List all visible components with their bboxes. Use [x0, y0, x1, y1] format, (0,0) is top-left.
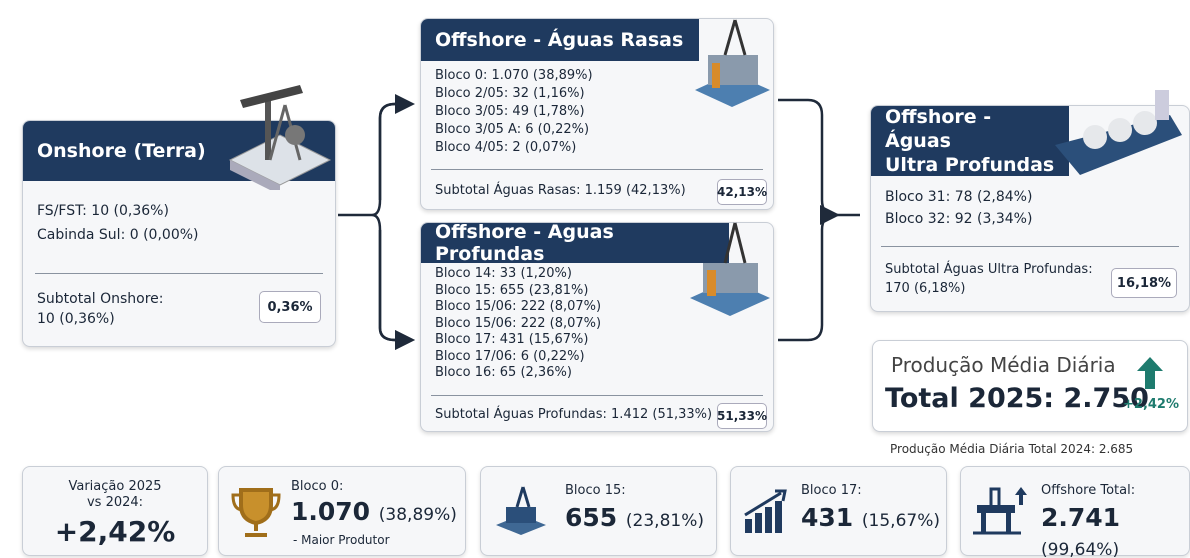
ship-icon	[1055, 90, 1182, 175]
list-item: Cabinda Sul: 0 (0,00%)	[37, 227, 199, 243]
deep-list: Bloco 14: 33 (1,20%) Bloco 15: 655 (23,81…	[421, 263, 773, 386]
ultra-badge: 16,18%	[1111, 268, 1177, 298]
kpi-value: 431	[801, 503, 854, 532]
deep-platform-icon	[690, 222, 770, 316]
platform-icon	[695, 19, 770, 107]
list-item: Bloco 15/06: 222 (8,07%)	[435, 299, 602, 314]
shallow-list: Bloco 0: 1.070 (38,89%) Bloco 2/05: 32 (1…	[421, 61, 773, 161]
title-line: Ultra Profundas	[885, 154, 1055, 176]
pumpjack-icon	[228, 85, 332, 190]
onshore-badge: 0,36%	[259, 291, 321, 323]
list-item: FS/FST: 10 (0,36%)	[37, 203, 169, 219]
kpi-note: - Maior Produtor	[293, 533, 390, 547]
trophy-icon	[231, 488, 281, 537]
list-item: Bloco 16: 65 (2,36%)	[435, 365, 572, 380]
list-item: Bloco 31: 78 (2,84%)	[885, 189, 1033, 205]
production-change: +2,42%	[1123, 397, 1179, 412]
kpi-label: Bloco 17:	[801, 483, 862, 498]
list-item: Bloco 15/06: 222 (8,07%)	[435, 315, 602, 331]
kpi-value: 2.741	[1041, 503, 1121, 532]
divider	[35, 273, 323, 274]
onshore-list: FS/FST: 10 (0,36%) Cabinda Sul: 0 (0,00%)	[23, 181, 335, 251]
kpi-pct: (23,81%)	[625, 511, 704, 531]
list-item: Bloco 0: 1.070 (38,89%)	[435, 68, 593, 83]
ultra-subtotal: Subtotal Águas Ultra Profundas: 170 (6,18…	[885, 260, 1093, 298]
kpi-card: Bloco 0: 1.070 (38,89%) - Maior Produtor	[218, 466, 466, 556]
subtotal-value: 170 (6,18%)	[885, 281, 966, 296]
growth-icon	[744, 489, 787, 533]
kpi-card: Bloco 17: 431 (15,67%)	[730, 466, 947, 556]
production-total: Total 2025: 2.750	[885, 383, 1149, 414]
onshore-subtotal: Subtotal Onshore: 10 (0,36%)	[37, 289, 164, 329]
shallow-badge: 42,13%	[717, 179, 767, 205]
deep-card: Offshore - Águas Profundas Bloco 14: 33 …	[420, 222, 774, 432]
list-item: Bloco 32: 92 (3,34%)	[885, 211, 1033, 227]
kpi-card: Bloco 15: 655 (23,81%)	[480, 466, 717, 556]
shallow-card: Offshore - Águas Rasas Bloco 0: 1.070 (3…	[420, 18, 774, 210]
subtotal-label: Subtotal Águas Ultra Profundas:	[885, 262, 1093, 277]
list-item: Bloco 2/05: 32 (1,16%)	[435, 86, 585, 101]
list-item: Bloco 14: 33 (1,20%)	[435, 266, 572, 281]
ultra-list: Bloco 31: 78 (2,84%) Bloco 32: 92 (3,34%)	[871, 176, 1189, 234]
list-item: Bloco 15: 655 (23,81%)	[435, 282, 589, 298]
list-item: Bloco 17: 431 (15,67%)	[435, 332, 589, 347]
shallow-title: Offshore - Águas Rasas	[421, 19, 699, 61]
deep-badge: 51,33%	[717, 403, 767, 429]
kpi-card: Offshore Total: 2.741 (99,64%)	[960, 466, 1190, 558]
production-note: Produção Média Diária Total 2024: 2.685	[890, 442, 1134, 456]
production-label: Produção Média Diária	[891, 353, 1116, 377]
kpi-value: +2,42%	[54, 515, 176, 548]
kpi-label: Bloco 15:	[565, 483, 626, 498]
kpi-pct: (15,67%)	[861, 511, 940, 531]
divider	[431, 169, 763, 170]
divider	[431, 395, 763, 396]
platform-icon	[496, 486, 546, 535]
kpi-label: Bloco 0:	[291, 479, 344, 494]
ultra-title: Offshore - Águas Ultra Profundas	[871, 106, 1069, 176]
deep-subtotal: Subtotal Águas Profundas: 1.412 (51,33%)	[435, 407, 713, 422]
kpi-label: Offshore Total:	[1041, 483, 1136, 498]
kpi-card: Variação 2025 vs 2024: +2,42%	[22, 466, 208, 556]
production-card: Produção Média Diária Total 2025: 2.750 …	[872, 340, 1188, 432]
list-item: Bloco 3/05: 49 (1,78%)	[435, 104, 585, 119]
kpi-value: 1.070	[291, 497, 371, 526]
kpi-label: Variação 2025	[68, 479, 162, 494]
list-item: Bloco 3/05 A: 6 (0,22%)	[435, 122, 590, 137]
subtotal-value: 10 (0,36%)	[37, 311, 115, 327]
kpi-pct: (38,89%)	[378, 505, 457, 525]
kpi-pct: (99,64%)	[1041, 540, 1120, 558]
title-line: Offshore - Águas	[885, 106, 992, 152]
up-arrow	[1137, 357, 1163, 389]
list-item: Bloco 17/06: 6 (0,22%)	[435, 348, 585, 364]
kpi-label: vs 2024:	[86, 495, 144, 510]
subtotal-label: Subtotal Onshore:	[37, 291, 164, 307]
divider	[881, 246, 1179, 247]
shallow-subtotal: Subtotal Águas Rasas: 1.159 (42,13%)	[435, 183, 686, 198]
list-item: Bloco 4/05: 2 (0,07%)	[435, 140, 577, 155]
kpi-value: 655	[565, 503, 618, 532]
offshore-icon	[973, 487, 1027, 535]
deep-title: Offshore - Águas Profundas	[421, 223, 729, 265]
